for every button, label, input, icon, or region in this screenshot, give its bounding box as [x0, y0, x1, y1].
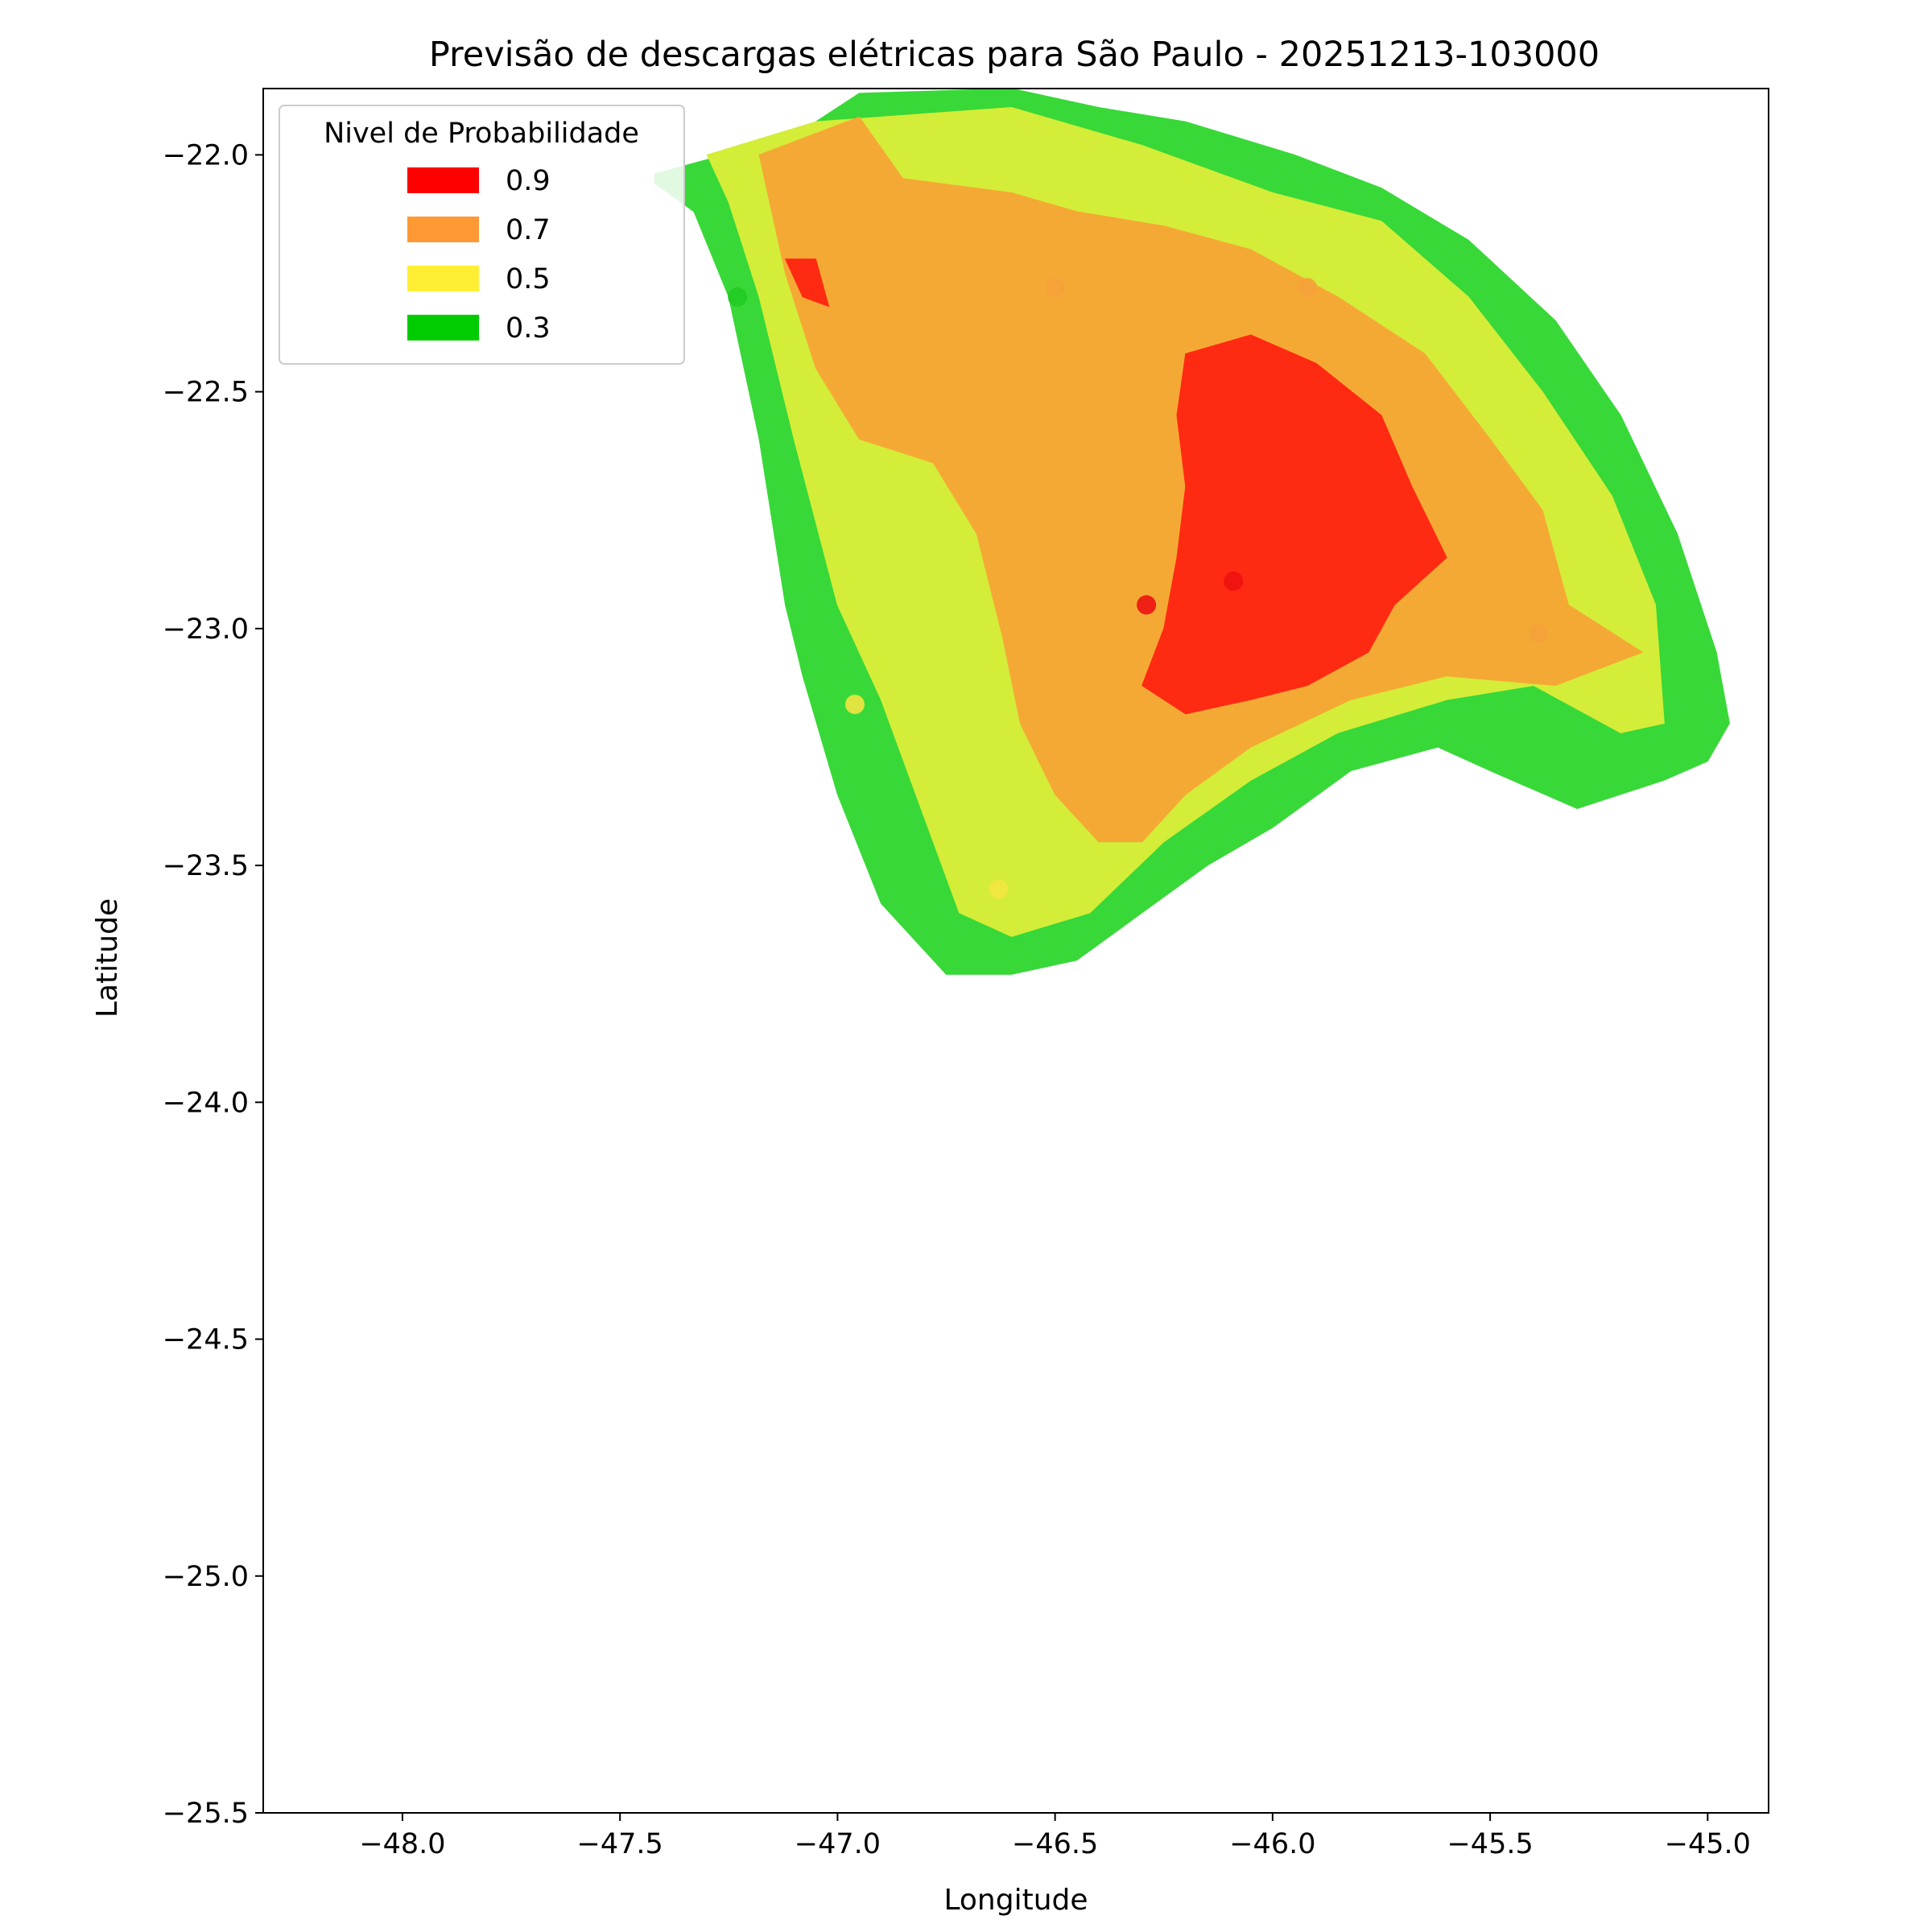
y-tick-label: −23.5 [163, 850, 249, 882]
x-axis-label: Longitude [943, 1884, 1088, 1917]
x-tick-label: −47.5 [577, 1828, 663, 1860]
legend-swatch-03 [407, 315, 479, 341]
y-tick-label: −23.0 [163, 613, 249, 646]
y-tick-label: −24.5 [163, 1324, 249, 1356]
legend-box [279, 105, 685, 365]
x-tick-label: −45.0 [1665, 1828, 1751, 1860]
x-axis: −48.0 −47.5 −47.0 −46.5 −46.0 −45.5 −45.0 [359, 1813, 1751, 1860]
station-point-7 [989, 879, 1009, 899]
legend-title: Nivel de Probabilidade [324, 118, 639, 150]
station-point-0 [728, 287, 748, 307]
plot-area [654, 89, 1730, 975]
x-tick-label: −48.0 [359, 1828, 445, 1860]
station-point-5 [1528, 623, 1548, 643]
y-tick-label: −25.5 [163, 1798, 249, 1830]
x-tick-label: −47.0 [795, 1828, 881, 1860]
y-tick-label: −22.0 [163, 139, 249, 171]
y-tick-label: −25.0 [163, 1561, 249, 1593]
station-point-1 [1045, 278, 1065, 298]
y-axis: −22.0 −22.5 −23.0 −23.5 −24.0 −24.5 −25.0 −25.5 [163, 139, 263, 1830]
x-tick-label: −46.0 [1229, 1828, 1315, 1860]
probability-region-09-4 [784, 258, 830, 308]
legend-label-09: 0.9 [506, 165, 551, 197]
station-point-3 [1137, 595, 1157, 615]
x-tick-label: −46.5 [1012, 1828, 1098, 1860]
legend-label-05: 0.5 [506, 263, 551, 295]
legend-swatch-09 [407, 167, 479, 193]
probability-region-09-3 [1141, 334, 1447, 715]
chart-title: Previsão de descargas elétricas para São… [429, 35, 1600, 75]
legend-label-03: 0.3 [506, 312, 551, 345]
station-point-2 [1298, 278, 1318, 298]
station-point-6 [845, 695, 865, 714]
y-axis-label: Latitude [91, 898, 124, 1018]
y-tick-label: −24.0 [163, 1087, 249, 1119]
y-tick-label: −22.5 [163, 377, 249, 409]
legend: Nivel de Probabilidade 0.9 0.7 0.5 0.3 [279, 105, 685, 365]
plot-frame [262, 88, 1769, 1814]
legend-swatch-07 [407, 217, 479, 242]
legend-label-07: 0.7 [506, 214, 551, 246]
legend-swatch-05 [407, 266, 479, 291]
station-point-4 [1224, 572, 1244, 591]
x-tick-label: −45.5 [1447, 1828, 1533, 1860]
